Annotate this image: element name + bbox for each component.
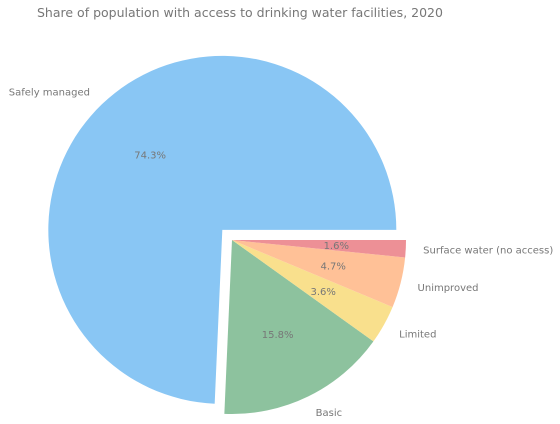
pie-category-label-surface-water-no-access: Surface water (no access)	[423, 246, 553, 257]
pie-category-label-unimproved: Unimproved	[418, 283, 479, 294]
pie-pct-label-basic: 15.8%	[262, 330, 294, 341]
pie-category-label-limited: Limited	[399, 329, 436, 340]
pie-slice-limited	[232, 240, 393, 342]
pie-category-label-basic: Basic	[316, 408, 342, 419]
pie-pct-label-safely-managed: 74.3%	[134, 150, 166, 161]
pie-slice-basic	[224, 240, 374, 415]
pie-pct-label-unimproved: 4.7%	[320, 262, 345, 273]
pie-slice-surface-water-no-access	[232, 240, 406, 258]
pie-pct-label-surface-water-no-access: 1.6%	[324, 241, 349, 252]
pie-slice-unimproved	[232, 240, 406, 308]
pie-slice-safely-managed	[48, 55, 397, 404]
chart-title: Share of population with access to drink…	[37, 5, 443, 20]
pie-category-label-safely-managed: Safely managed	[9, 88, 90, 99]
pie-pct-label-limited: 3.6%	[310, 287, 335, 298]
